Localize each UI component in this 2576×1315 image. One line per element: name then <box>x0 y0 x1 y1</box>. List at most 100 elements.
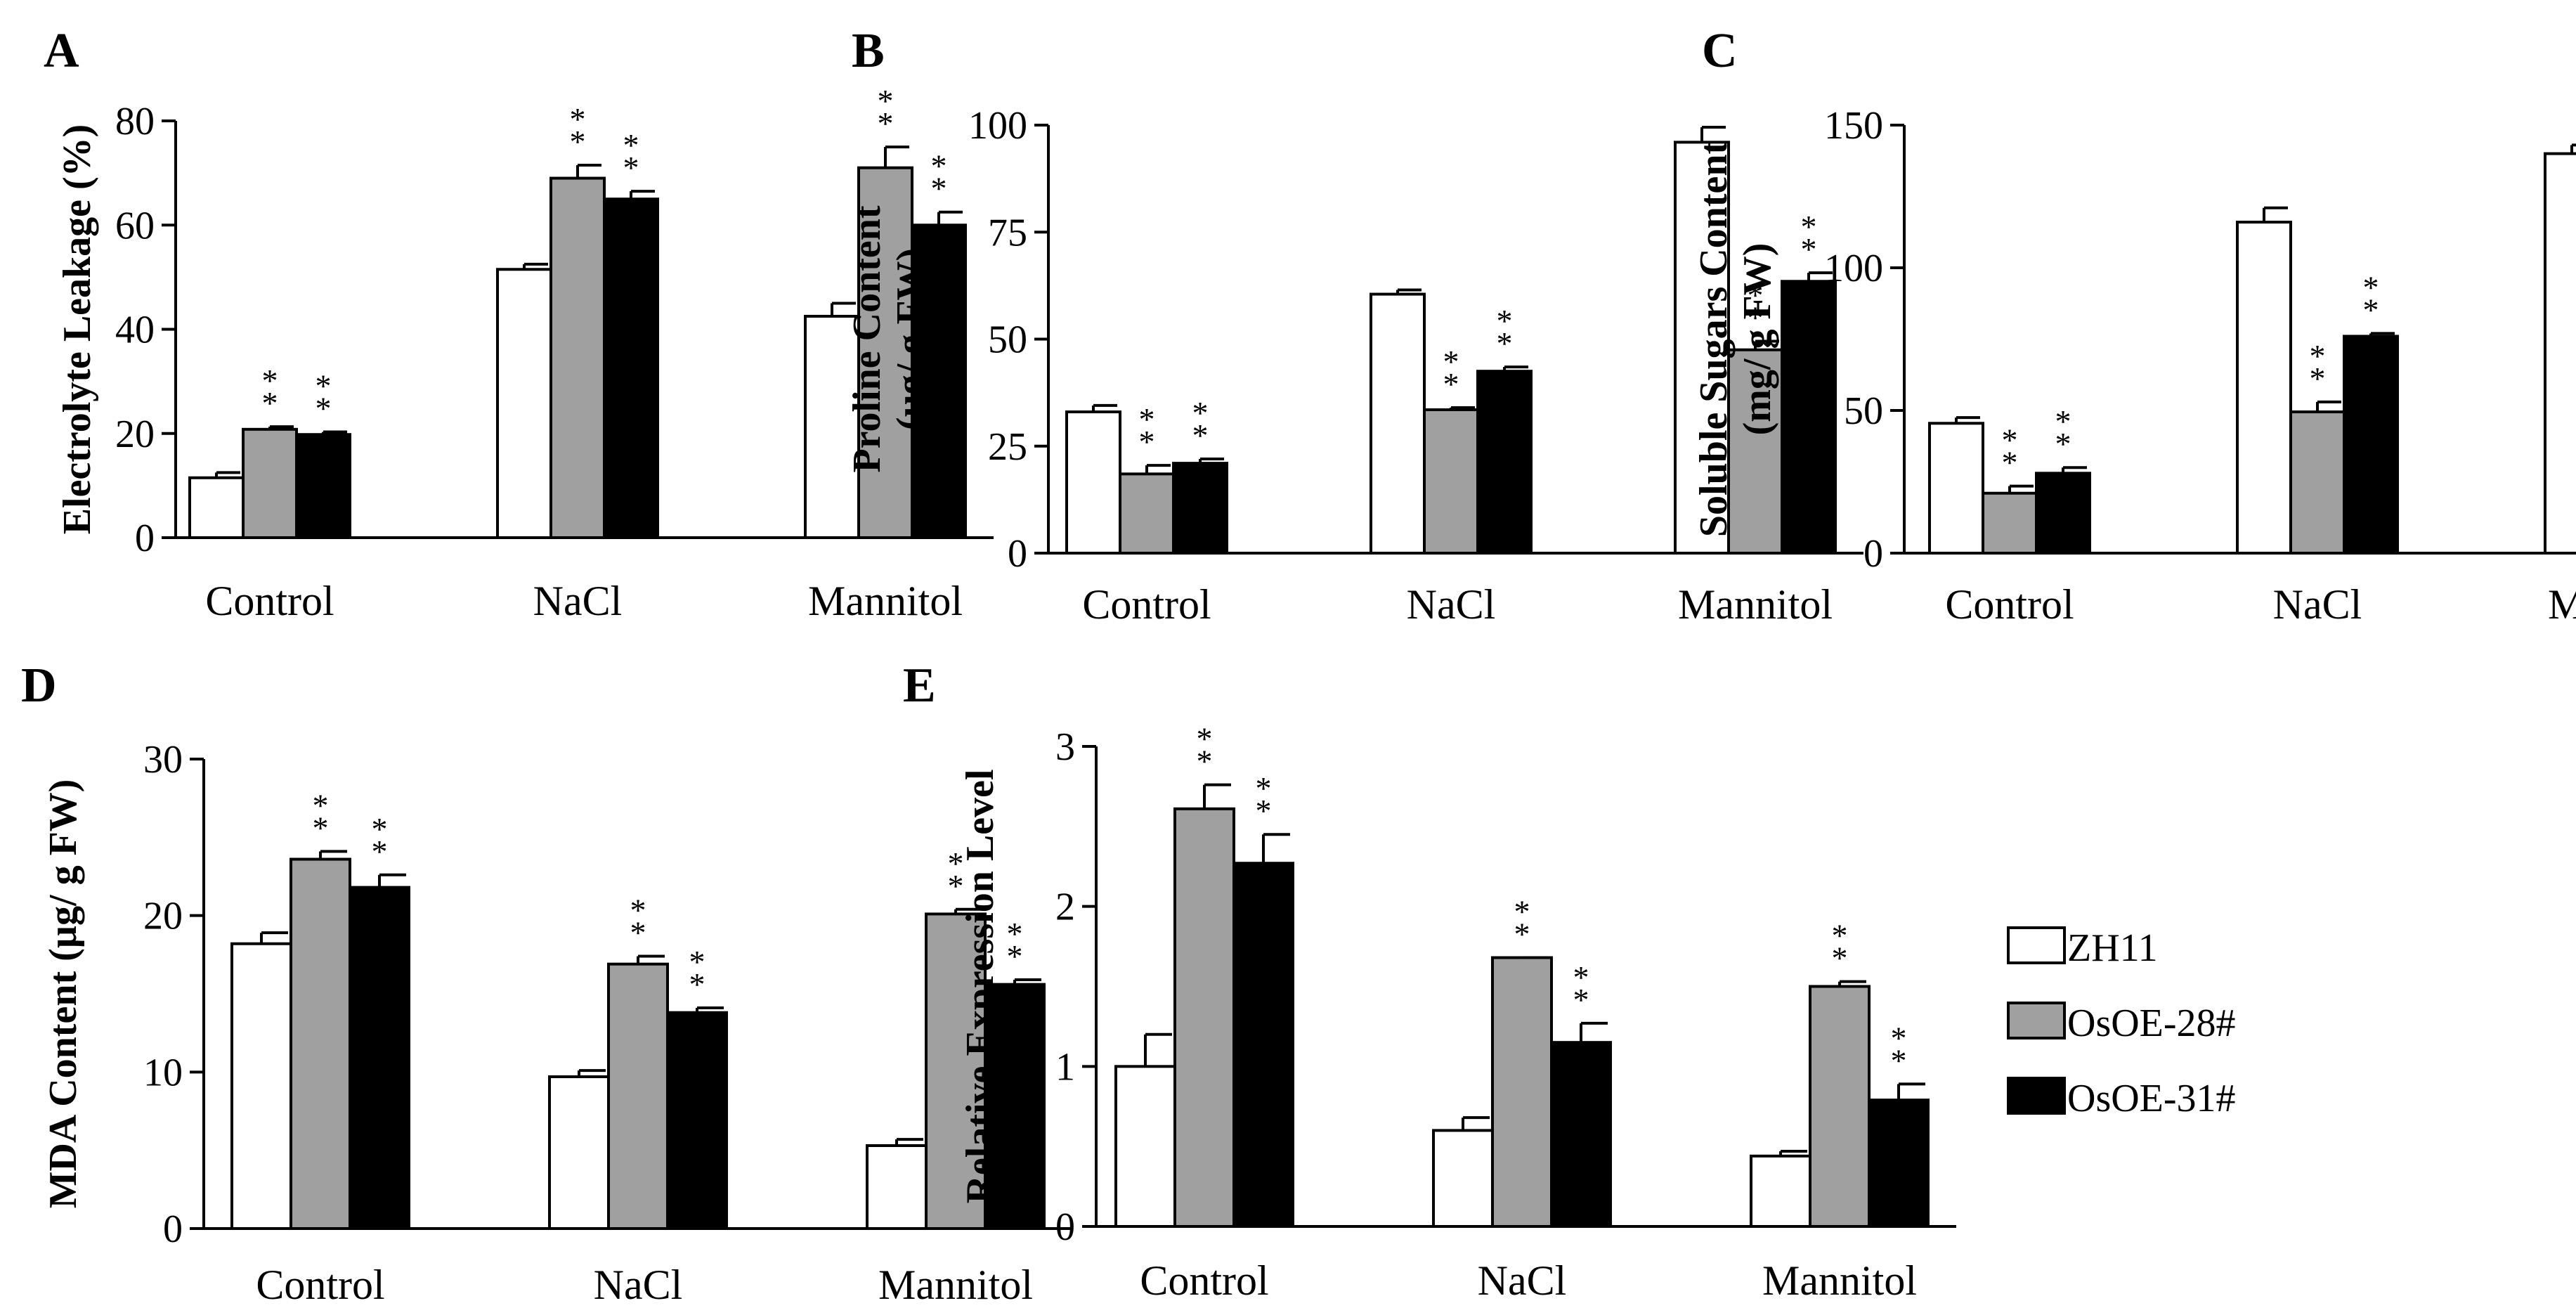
x-category-label: Control <box>1945 581 2074 628</box>
y-tick-label: 0 <box>1055 1205 1075 1249</box>
legend-label: OsOE-31# <box>2067 1077 2236 1120</box>
bar-OsOE-31-nacl <box>603 197 659 539</box>
bar-ZH11-nacl <box>1370 292 1426 555</box>
bar-OsOE-31-nacl <box>666 1011 728 1230</box>
significance-mark: * * <box>1891 1020 1907 1078</box>
panel-letter: D <box>21 659 57 713</box>
y-tick-label: 0 <box>1863 532 1883 576</box>
significance-mark: * * <box>1197 721 1213 779</box>
y-tick-label: 60 <box>115 204 155 247</box>
significance-mark: * * <box>1139 401 1155 460</box>
significance-mark: * * <box>623 127 639 186</box>
x-category-label: NaCl <box>1407 581 1496 628</box>
x-category-label: Mannitol <box>1678 581 1833 628</box>
bar-OsOE-28-control <box>1982 491 2038 555</box>
bar-OsOE-28-mannitol <box>1809 985 1871 1228</box>
x-category-label: NaCl <box>533 578 623 624</box>
y-tick-label: 0 <box>135 517 155 560</box>
y-tick-label: 20 <box>115 413 155 456</box>
bar-OsOE-28-nacl <box>1491 956 1553 1229</box>
bar-ZH11-mannitol <box>2544 152 2576 555</box>
bar-OsOE-28-control <box>1173 807 1235 1229</box>
x-category-label: Mannitol <box>808 578 963 624</box>
panel-letter: B <box>852 24 885 78</box>
legend-swatch <box>2007 926 2066 964</box>
bar-ZH11-control <box>188 476 245 539</box>
bar-OsOE-31-control <box>349 886 410 1230</box>
bar-OsOE-31-nacl <box>1550 1041 1612 1229</box>
bar-ZH11-mannitol <box>1750 1154 1811 1228</box>
significance-mark: * * <box>262 363 278 421</box>
y-tick-label: 2 <box>1055 886 1075 929</box>
x-category-label: Control <box>256 1262 384 1308</box>
y-axis-title: Electrolyte Leakage (%) <box>56 124 99 535</box>
bar-ZH11-nacl <box>548 1075 610 1230</box>
significance-mark: * * <box>1443 344 1459 402</box>
legend-swatch <box>2007 1077 2066 1115</box>
y-tick-label: 3 <box>1055 725 1075 769</box>
significance-mark: * * <box>689 944 705 1002</box>
bar-ZH11-control <box>1114 1065 1176 1229</box>
panel-letter: C <box>1702 24 1738 78</box>
y-axis-title: Soluble Sugars Content(mg/ g FW) <box>1692 141 1779 538</box>
significance-mark: * * <box>2002 422 2018 481</box>
y-tick-label: 50 <box>988 318 1027 362</box>
bar-OsOE-31-nacl <box>1476 370 1533 555</box>
bar-ZH11-nacl <box>2236 221 2292 555</box>
significance-mark: * * <box>1007 916 1023 974</box>
bar-OsOE-28-nacl <box>549 176 606 539</box>
significance-mark: * * <box>931 148 947 207</box>
y-tick-label: 20 <box>143 895 183 938</box>
significance-mark: * * <box>1832 918 1848 976</box>
bar-ZH11-control <box>1065 410 1121 555</box>
significance-mark: * * <box>372 811 388 869</box>
y-tick-label: 25 <box>988 425 1027 469</box>
bar-ZH11-nacl <box>496 268 552 539</box>
y-tick-label: 80 <box>115 100 155 143</box>
y-tick-label: 150 <box>1824 104 1883 148</box>
panel-letter: A <box>44 24 79 78</box>
significance-mark: * * <box>948 846 964 904</box>
y-tick-label: 0 <box>1008 532 1027 576</box>
bar-OsOE-31-mannitol <box>1781 280 1837 555</box>
x-category-label: Control <box>1140 1257 1268 1304</box>
significance-mark: * * <box>1497 303 1513 361</box>
significance-mark: * * <box>2310 338 2326 396</box>
bar-OsOE-28-control <box>1119 472 1175 555</box>
y-axis-title: Relative Expression Level <box>958 769 1002 1203</box>
panel-C: C 0 50 100 150 Soluble Sugars Content(mg/ g F… <box>1692 24 2576 628</box>
significance-mark: * * <box>1748 278 1764 336</box>
y-tick-label: 40 <box>115 309 155 352</box>
bar-ZH11-mannitol <box>1674 141 1730 555</box>
significance-mark: * * <box>2055 403 2071 462</box>
x-category-label: Mannitol <box>878 1262 1033 1308</box>
bar-OsOE-28-nacl <box>1423 408 1479 555</box>
bar-OsOE-28-control <box>242 427 298 539</box>
bar-OsOE-31-control <box>1232 862 1294 1228</box>
legend-swatch <box>2007 1002 2066 1039</box>
significance-mark: * * <box>1801 209 1817 267</box>
significance-mark: * * <box>570 101 586 160</box>
significance-mark: * * <box>1514 894 1530 952</box>
y-axis-title: MDA Content (µg/ g FW) <box>41 779 85 1209</box>
y-tick-label: 100 <box>1824 247 1883 290</box>
bar-OsOE-31-control <box>2035 472 2091 555</box>
bar-OsOE-28-nacl <box>607 962 669 1231</box>
bar-OsOE-31-mannitol <box>984 983 1046 1230</box>
legend-label: OsOE-28# <box>2067 1002 2236 1045</box>
x-category-label: Mannitol <box>1762 1257 1917 1304</box>
bar-OsOE-31-nacl <box>2343 335 2399 555</box>
y-tick-label: 10 <box>143 1051 183 1094</box>
y-axis-title: Proline Content(µg/ g FW) <box>845 205 932 472</box>
significance-mark: * * <box>313 787 329 846</box>
y-tick-label: 50 <box>1844 389 1883 433</box>
significance-mark: * * <box>1573 959 1589 1018</box>
y-tick-label: 30 <box>143 738 183 782</box>
y-tick-label: 1 <box>1055 1045 1075 1089</box>
significance-mark: * * <box>878 83 894 141</box>
y-tick-label: 100 <box>968 104 1027 148</box>
bar-ZH11-control <box>230 942 292 1231</box>
